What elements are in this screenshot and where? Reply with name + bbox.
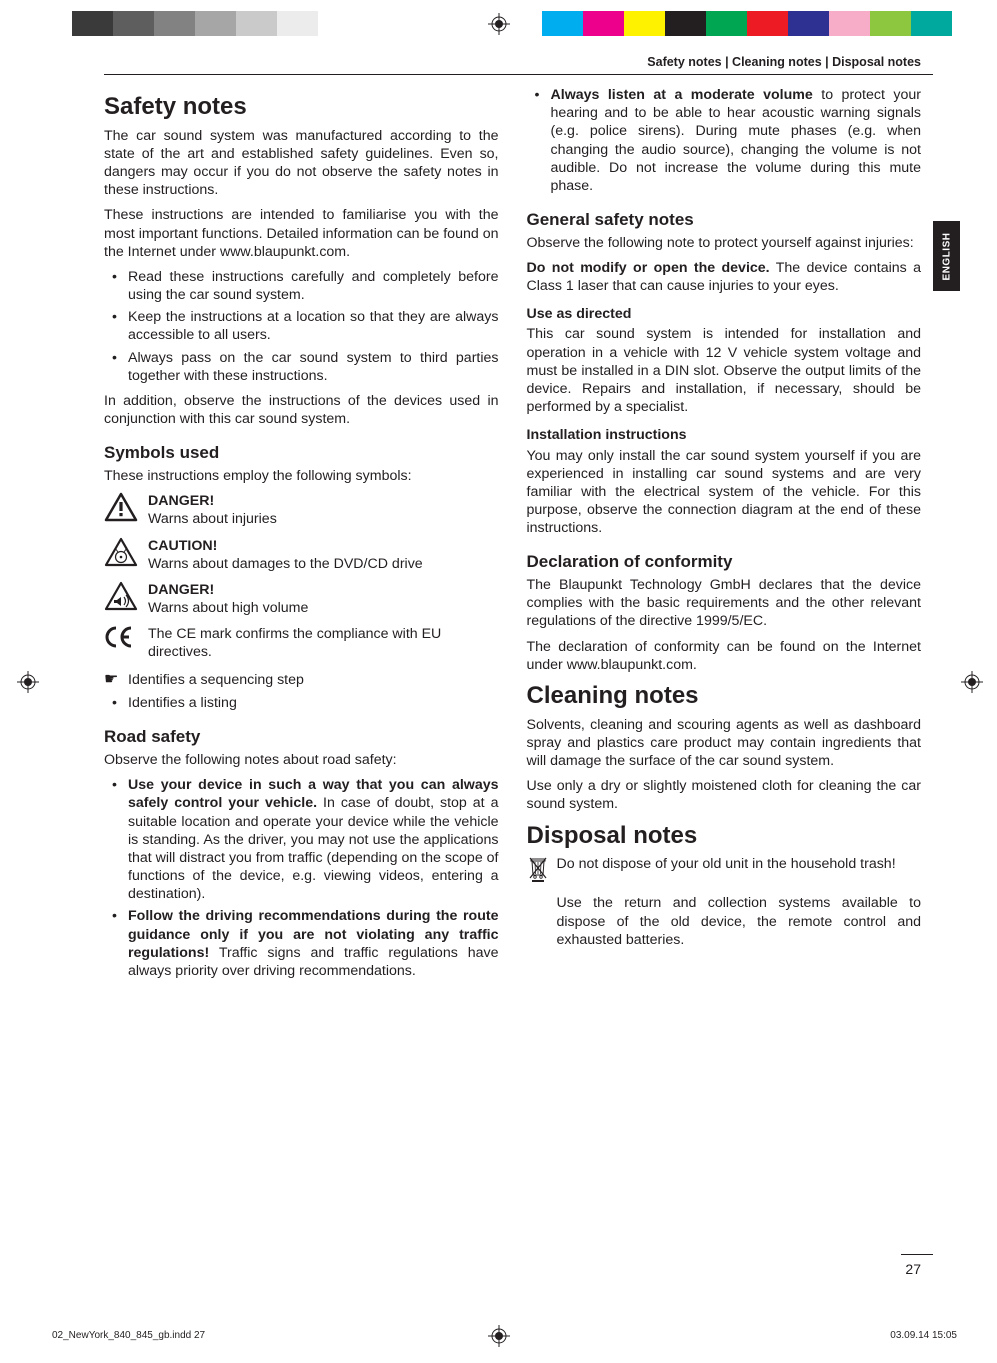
heading-general-safety: General safety notes [527,209,922,231]
safety-bullet: Keep the instructions at a location so t… [104,308,499,344]
heading-use-as-directed: Use as directed [527,305,922,323]
road-bullet-list-cont: Always listen at a moderate volume to pr… [527,86,922,195]
danger2-text: Warns about high volume [148,599,499,617]
symbol-danger-injury: DANGER! Warns about injuries [104,492,499,528]
disposal-p2: Use the return and collection systems av… [557,894,922,949]
heading-road-safety: Road safety [104,726,499,748]
heading-installation: Installation instructions [527,426,922,444]
registration-mark-top [488,13,510,35]
heading-disposal-notes: Disposal notes [527,821,922,852]
safety-bullet-list: Read these instructions carefully and co… [104,268,499,385]
ce-mark-icon [104,625,148,649]
caution-cd-icon [104,537,148,567]
danger2-label: DANGER! [148,581,499,599]
cleaning-p2: Use only a dry or slightly moistened clo… [527,777,922,813]
road-bullet-2: Follow the driving recommendations durin… [104,907,499,980]
pointer-icon: ☛ [104,670,128,690]
symbol-step: ☛ Identifies a sequencing step [104,670,499,690]
page-number-rule [901,1254,933,1255]
caution-label: CAUTION! [148,537,499,555]
registration-mark-bottom [488,1325,510,1347]
footer-file-info: 02_NewYork_840_845_gb.indd 27 [52,1330,205,1341]
use-as-directed-text: This car sound system is intended for in… [527,325,922,416]
danger-text: Warns about injuries [148,510,499,528]
weee-bin-icon [527,855,557,888]
running-head: Safety notes | Cleaning notes | Disposal… [647,55,921,69]
symbol-ce-mark: The CE mark confirms the compliance with… [104,625,499,661]
cleaning-p1: Solvents, cleaning and scouring agents a… [527,716,922,771]
disposal-p1: Do not dispose of your old unit in the h… [557,855,922,873]
road-bullet-3: Always listen at a moderate volume to pr… [527,86,922,195]
language-tab: ENGLISH [933,221,960,291]
safety-intro-2: These instructions are intended to famil… [104,206,499,261]
declaration-p1: The Blaupunkt Technology GmbH declares t… [527,576,922,631]
header-rule [104,74,933,75]
page-number: 27 [905,1261,921,1277]
symbol-caution-cd: CAUTION! Warns about damages to the DVD/… [104,537,499,573]
heading-symbols-used: Symbols used [104,442,499,464]
registration-mark-right [961,671,983,693]
listing-text: Identifies a listing [104,694,499,712]
road-intro: Observe the following notes about road s… [104,751,499,769]
registration-mark-left [17,671,39,693]
safety-intro-1: The car sound system was manufactured ac… [104,127,499,200]
installation-text: You may only install the car sound syste… [527,447,922,538]
safety-bullet: Read these instructions carefully and co… [104,268,499,304]
color-bar-grays [72,11,318,36]
declaration-p2: The declaration of conformity can be fou… [527,638,922,674]
symbol-danger-volume: DANGER! Warns about high volume [104,581,499,617]
heading-declaration: Declaration of conformity [527,551,922,573]
heading-safety-notes: Safety notes [104,92,499,123]
general-modify: Do not modify or open the device. The de… [527,259,922,295]
caution-text: Warns about damages to the DVD/CD drive [148,555,499,573]
footer-timestamp: 03.09.14 15:05 [890,1330,957,1341]
step-text: Identifies a sequencing step [128,671,304,689]
danger-triangle-icon [104,492,148,522]
page-content: Safety notes The car sound system was ma… [104,86,921,1186]
danger-label: DANGER! [148,492,499,510]
safety-intro-3: In addition, observe the instructions of… [104,392,499,428]
road-bullet-1: Use your device in such a way that you c… [104,776,499,903]
road-bullet-list: Use your device in such a way that you c… [104,776,499,980]
color-bar-process [542,11,952,36]
heading-cleaning-notes: Cleaning notes [527,681,922,712]
safety-bullet: Always pass on the car sound system to t… [104,349,499,385]
danger-volume-icon [104,581,148,611]
ce-text: The CE mark confirms the compliance with… [148,625,499,661]
disposal-row-1: Do not dispose of your old unit in the h… [527,855,922,888]
general-intro: Observe the following note to protect yo… [527,234,922,252]
disposal-row-2: Use the return and collection systems av… [527,894,922,949]
symbol-listing: Identifies a listing [104,694,499,712]
symbols-intro: These instructions employ the following … [104,467,499,485]
